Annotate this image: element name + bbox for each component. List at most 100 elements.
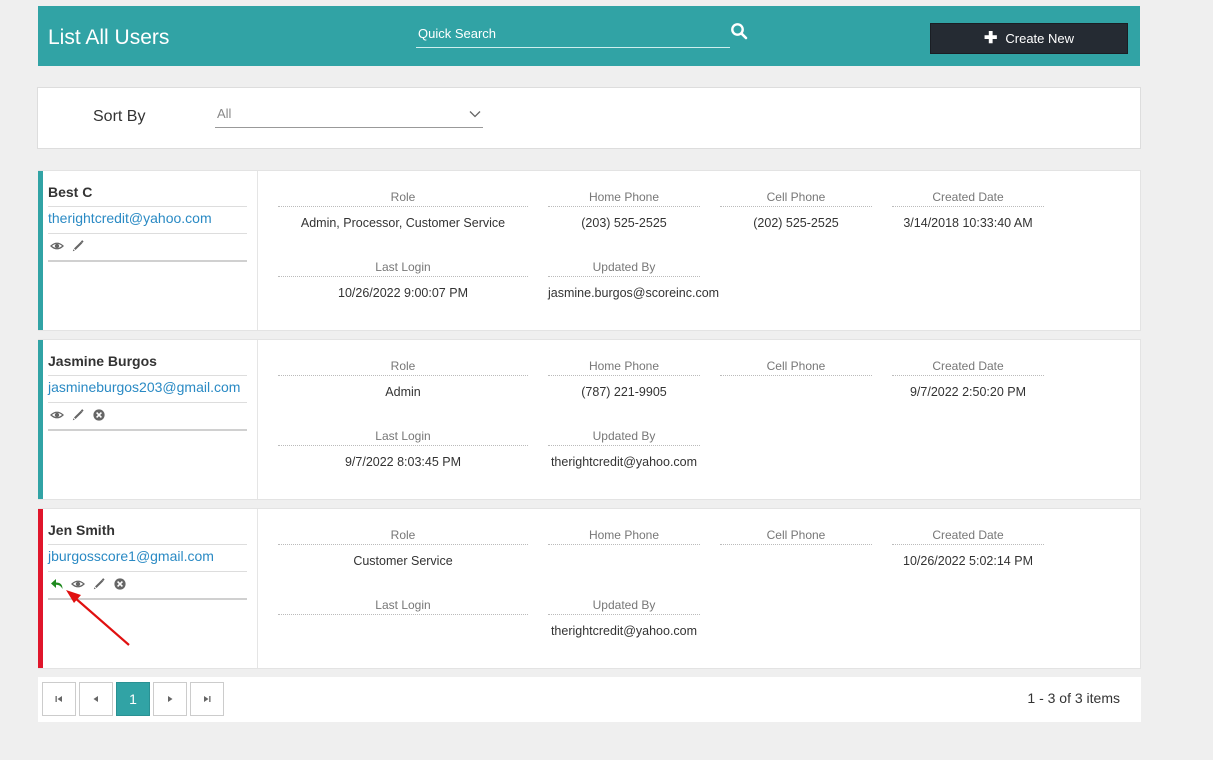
field-value	[720, 554, 872, 568]
divider	[48, 598, 247, 600]
field-label: Updated By	[548, 257, 700, 277]
column-divider	[257, 171, 258, 330]
sort-by-label: Sort By	[93, 108, 146, 125]
divider	[48, 544, 247, 545]
field-label: Created Date	[892, 525, 1044, 545]
prev-page-icon	[93, 696, 98, 702]
field-label: Home Phone	[548, 187, 700, 207]
field-value: 9/7/2022 2:50:20 PM	[909, 385, 1027, 399]
sort-by-value: All	[217, 106, 232, 121]
role-field: Role Admin, Processor, Customer Service	[278, 187, 528, 230]
user-actions	[50, 408, 106, 422]
field-label: Last Login	[278, 595, 528, 615]
created-date-field: Created Date 10/26/2022 5:02:14 PM	[892, 525, 1044, 568]
user-email-link[interactable]: jasmineburgos203@gmail.com	[48, 379, 241, 395]
column-divider	[257, 509, 258, 668]
user-name: Jen Smith	[48, 522, 115, 538]
create-new-button[interactable]: ✚ Create New	[930, 23, 1128, 54]
create-new-label: Create New	[1005, 31, 1075, 46]
field-label: Cell Phone	[720, 187, 872, 207]
pagination-info: 1 - 3 of 3 items	[1027, 690, 1120, 706]
field-value: Customer Service	[353, 554, 453, 568]
field-label: Home Phone	[548, 356, 700, 376]
field-value: (203) 525-2525	[581, 216, 667, 230]
divider	[48, 233, 247, 234]
field-label: Home Phone	[548, 525, 700, 545]
updated-by-field: Updated By jasmine.burgos@scoreinc.com	[548, 257, 720, 300]
edit-icon[interactable]	[71, 239, 85, 253]
updated-by-field: Updated By therightcredit@yahoo.com	[548, 426, 700, 469]
quick-search-input[interactable]	[416, 20, 730, 47]
prev-page-button[interactable]	[79, 682, 113, 716]
user-card: Best C therightcredit@yahoo.com Role Admin,…	[38, 170, 1141, 331]
divider	[48, 402, 247, 403]
home-phone-field: Home Phone (203) 525-2525	[548, 187, 700, 230]
next-page-button[interactable]	[153, 682, 187, 716]
last-login-field: Last Login 9/7/2022 8:03:45 PM	[278, 426, 528, 469]
search-icon[interactable]	[730, 22, 748, 40]
user-actions	[50, 577, 127, 591]
updated-by-field: Updated By therightcredit@yahoo.com	[548, 595, 700, 638]
field-value: 3/14/2018 10:33:40 AM	[903, 216, 1033, 230]
field-label: Created Date	[892, 187, 1044, 207]
user-email-link[interactable]: jburgosscore1@gmail.com	[48, 548, 214, 564]
view-icon[interactable]	[50, 239, 64, 253]
last-page-button[interactable]	[190, 682, 224, 716]
view-icon[interactable]	[50, 408, 64, 422]
field-label: Role	[278, 356, 528, 376]
user-name: Best C	[48, 184, 93, 200]
field-value: (202) 525-2525	[753, 216, 839, 230]
field-label: Last Login	[278, 426, 528, 446]
field-label: Updated By	[548, 595, 700, 615]
status-bar	[38, 171, 43, 330]
cell-phone-field: Cell Phone	[720, 356, 872, 399]
field-value: 10/26/2022 9:00:07 PM	[338, 286, 468, 300]
user-card: Jen Smith jburgosscore1@gmail.com Role Cust…	[38, 508, 1141, 669]
cell-phone-field: Cell Phone (202) 525-2525	[720, 187, 872, 230]
field-label: Role	[278, 525, 528, 545]
view-icon[interactable]	[71, 577, 85, 591]
divider	[48, 206, 247, 207]
field-label: Created Date	[892, 356, 1044, 376]
user-actions	[50, 239, 85, 253]
quick-search-wrapper	[416, 20, 730, 48]
field-value: 9/7/2022 8:03:45 PM	[344, 455, 462, 469]
sort-by-select[interactable]: All	[215, 100, 483, 128]
status-bar	[38, 340, 43, 499]
pagination: 1 1 - 3 of 3 items	[38, 677, 1141, 722]
user-summary: Jen Smith jburgosscore1@gmail.com	[48, 509, 247, 668]
field-value: (787) 221-9905	[581, 385, 667, 399]
page-1-button[interactable]: 1	[116, 682, 150, 716]
divider	[48, 375, 247, 376]
next-page-icon	[168, 696, 173, 702]
edit-icon[interactable]	[71, 408, 85, 422]
cell-phone-field: Cell Phone	[720, 525, 872, 568]
field-value: 10/26/2022 5:02:14 PM	[903, 554, 1033, 568]
restore-icon[interactable]	[50, 577, 64, 591]
edit-icon[interactable]	[92, 577, 106, 591]
home-phone-field: Home Phone (787) 221-9905	[548, 356, 700, 399]
user-email-link[interactable]: therightcredit@yahoo.com	[48, 210, 212, 226]
status-bar	[38, 509, 43, 668]
field-label: Last Login	[278, 257, 528, 277]
created-date-field: Created Date 9/7/2022 2:50:20 PM	[892, 356, 1044, 399]
first-page-button[interactable]	[42, 682, 76, 716]
field-label: Role	[278, 187, 528, 207]
last-login-field: Last Login 10/26/2022 9:00:07 PM	[278, 257, 528, 300]
divider	[48, 429, 247, 431]
role-field: Role Customer Service	[278, 525, 528, 568]
divider	[48, 571, 247, 572]
field-value: Admin	[385, 385, 421, 399]
user-name: Jasmine Burgos	[48, 353, 157, 369]
delete-icon[interactable]	[92, 408, 106, 422]
divider	[48, 260, 247, 262]
sort-panel: Sort By All	[37, 87, 1141, 149]
last-page-icon	[204, 696, 211, 702]
field-value: jasmine.burgos@scoreinc.com	[548, 286, 720, 300]
chevron-down-icon	[469, 110, 481, 117]
home-phone-field: Home Phone	[548, 525, 700, 568]
last-login-field: Last Login	[278, 595, 528, 638]
page-title: List All Users	[48, 26, 170, 49]
created-date-field: Created Date 3/14/2018 10:33:40 AM	[892, 187, 1044, 230]
delete-icon[interactable]	[113, 577, 127, 591]
